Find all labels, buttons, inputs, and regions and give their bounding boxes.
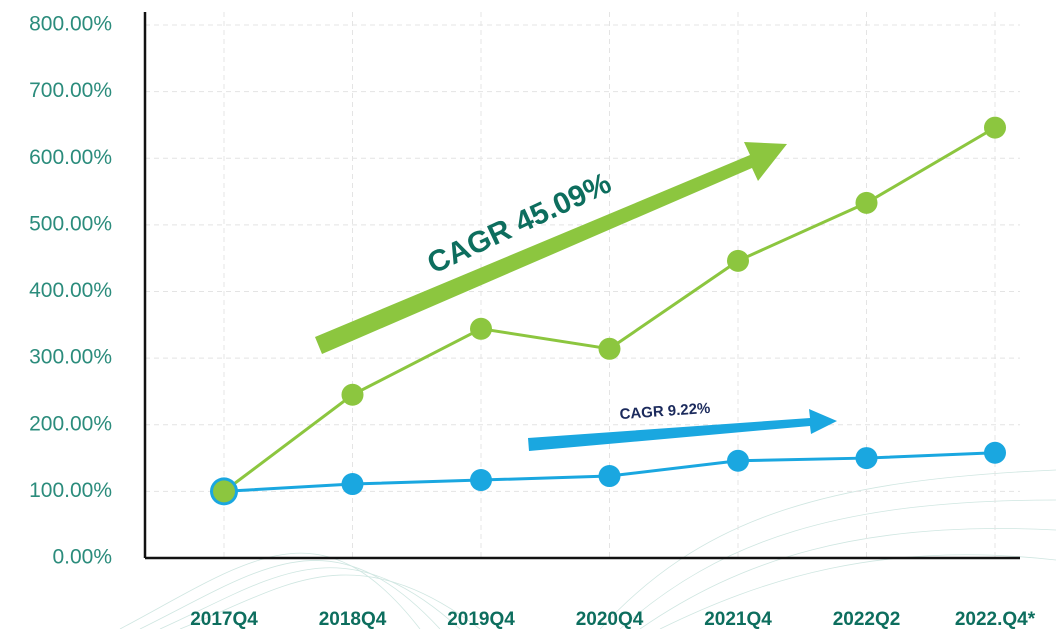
data-point: [341, 473, 364, 496]
x-tick-label: 2018Q4: [319, 609, 387, 629]
data-point: [984, 116, 1006, 139]
y-tick-label: 700.00%: [29, 79, 112, 102]
data-point: [470, 469, 492, 492]
decoration: [119, 469, 1056, 629]
data-point: [984, 441, 1006, 464]
x-tick-label: 2020Q4: [576, 609, 644, 629]
y-tick-label: 100.00%: [29, 479, 112, 502]
data-point: [727, 449, 749, 472]
trend-arrow: [528, 409, 837, 451]
x-tick-label: 2017Q4: [190, 609, 258, 629]
y-tick-label: 800.00%: [29, 13, 112, 36]
x-tick-label: 2021Q4: [704, 609, 772, 629]
data-point: [598, 337, 621, 360]
y-tick-label: 0.00%: [52, 546, 112, 569]
annotation: CAGR 9.22%: [619, 400, 711, 423]
data-point: [598, 465, 621, 488]
y-tick-label: 500.00%: [29, 212, 112, 235]
x-tick-label: 2022.Q4*: [955, 609, 1036, 629]
x-tick-label: 2022Q2: [833, 609, 901, 629]
data-point: [855, 191, 878, 214]
plot: [210, 116, 1006, 506]
y-tick-label: 600.00%: [29, 146, 112, 169]
data-point: [727, 249, 749, 272]
data-point: [213, 480, 235, 503]
x-tick-label: 2019Q4: [447, 609, 515, 629]
data-point: [855, 447, 878, 470]
y-tick-label: 200.00%: [29, 412, 112, 435]
y-tick-label: 400.00%: [29, 279, 112, 302]
data-point: [341, 383, 364, 406]
trend-arrow: [315, 142, 787, 354]
y-tick-label: 300.00%: [29, 346, 112, 369]
data-point: [470, 317, 492, 340]
